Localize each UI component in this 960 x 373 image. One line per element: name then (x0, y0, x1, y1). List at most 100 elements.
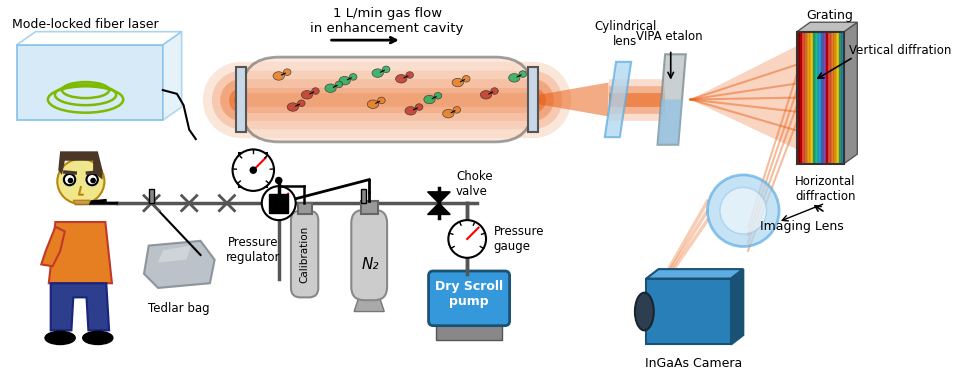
Bar (828, 32, 831, 164)
Circle shape (262, 186, 296, 220)
Ellipse shape (453, 107, 461, 113)
Bar (361, 189, 367, 203)
Polygon shape (533, 82, 609, 116)
Circle shape (90, 178, 96, 184)
Circle shape (448, 220, 486, 258)
Ellipse shape (377, 97, 385, 104)
Ellipse shape (491, 88, 498, 94)
Text: InGaAs Camera: InGaAs Camera (645, 357, 742, 370)
Text: Vertical diffration: Vertical diffration (849, 44, 951, 57)
Ellipse shape (720, 187, 767, 234)
Ellipse shape (396, 75, 407, 83)
Polygon shape (59, 151, 103, 179)
Polygon shape (844, 22, 857, 164)
Ellipse shape (335, 81, 343, 88)
Ellipse shape (372, 69, 383, 77)
Text: Pressure
gauge: Pressure gauge (493, 225, 544, 253)
Ellipse shape (509, 73, 520, 82)
Ellipse shape (283, 69, 291, 75)
Bar (528, 66, 538, 132)
Text: Pressure
regulator: Pressure regulator (226, 236, 280, 264)
Circle shape (232, 150, 274, 191)
Circle shape (64, 174, 75, 185)
Bar (797, 32, 800, 164)
Bar (797, 32, 844, 164)
Polygon shape (731, 269, 743, 345)
Text: N₂: N₂ (361, 257, 379, 272)
Polygon shape (163, 32, 181, 120)
Polygon shape (16, 45, 163, 120)
Polygon shape (73, 200, 90, 204)
Polygon shape (158, 245, 191, 263)
Bar (842, 32, 845, 164)
Ellipse shape (463, 75, 470, 82)
Bar (831, 32, 834, 164)
Ellipse shape (298, 100, 305, 107)
Bar (818, 32, 821, 164)
Bar (800, 32, 803, 164)
Bar (807, 32, 810, 164)
Bar (839, 32, 842, 164)
Polygon shape (646, 269, 743, 279)
Bar (823, 32, 827, 164)
Polygon shape (427, 203, 450, 214)
Ellipse shape (339, 76, 350, 85)
Polygon shape (658, 54, 685, 145)
Text: Cylindrical
lens: Cylindrical lens (594, 20, 657, 48)
Circle shape (250, 166, 257, 174)
Polygon shape (49, 222, 112, 283)
Text: Imaging Lens: Imaging Lens (759, 220, 844, 233)
Polygon shape (41, 227, 65, 266)
Text: Calibration: Calibration (300, 225, 309, 283)
Text: VIPA etalon: VIPA etalon (636, 30, 703, 43)
Polygon shape (605, 62, 631, 137)
Bar (815, 32, 819, 164)
Text: Grating: Grating (806, 9, 853, 22)
Bar (821, 32, 824, 164)
Polygon shape (354, 297, 384, 311)
Polygon shape (427, 192, 450, 203)
Ellipse shape (45, 331, 75, 345)
Bar (803, 32, 805, 164)
Ellipse shape (434, 93, 442, 99)
Ellipse shape (416, 104, 423, 110)
Text: Horizontal
diffraction: Horizontal diffraction (795, 175, 855, 203)
Ellipse shape (58, 159, 105, 204)
Polygon shape (16, 32, 181, 45)
Circle shape (275, 177, 282, 184)
Bar (813, 32, 816, 164)
Text: Dry Scroll
pump: Dry Scroll pump (435, 280, 503, 308)
Ellipse shape (480, 91, 492, 99)
Ellipse shape (382, 66, 390, 73)
Bar (361, 201, 377, 214)
Text: Choke
valve: Choke valve (456, 170, 492, 198)
Bar (826, 32, 828, 164)
Circle shape (67, 178, 73, 184)
Text: Tedlar bag: Tedlar bag (148, 302, 209, 315)
Polygon shape (144, 241, 215, 288)
Ellipse shape (301, 91, 313, 99)
Bar (298, 203, 312, 214)
Ellipse shape (635, 293, 654, 330)
Ellipse shape (273, 72, 284, 80)
Polygon shape (646, 279, 731, 345)
Ellipse shape (83, 331, 113, 345)
Bar (804, 32, 808, 164)
Bar (436, 323, 502, 340)
Ellipse shape (312, 88, 320, 94)
Text: Mode-locked fiber laser: Mode-locked fiber laser (12, 18, 158, 31)
FancyBboxPatch shape (241, 57, 533, 142)
Ellipse shape (424, 95, 435, 104)
FancyBboxPatch shape (291, 211, 319, 297)
Ellipse shape (368, 100, 378, 109)
Polygon shape (690, 46, 797, 150)
FancyBboxPatch shape (351, 210, 387, 300)
Bar (149, 189, 155, 203)
FancyBboxPatch shape (428, 271, 510, 326)
Bar (836, 32, 839, 164)
Bar (236, 66, 246, 132)
Ellipse shape (519, 71, 526, 77)
Ellipse shape (452, 78, 464, 87)
Bar (833, 32, 837, 164)
Ellipse shape (406, 72, 414, 78)
